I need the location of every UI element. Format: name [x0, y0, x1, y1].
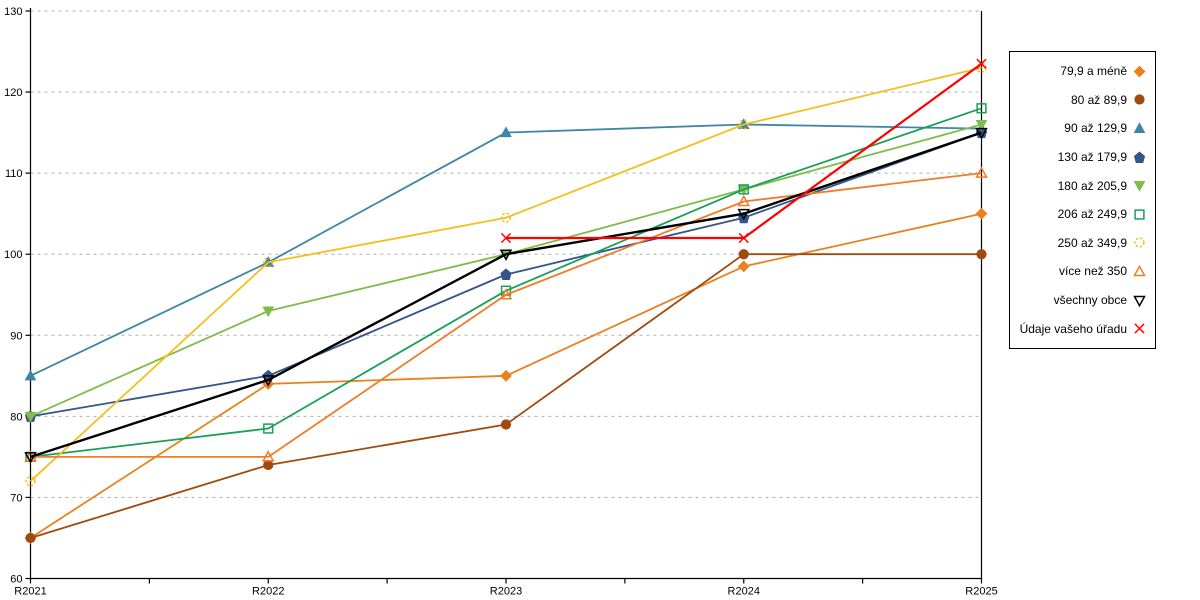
- series-line: [30, 107, 982, 458]
- legend-item: 79,9 a méně: [1014, 64, 1148, 79]
- legend-label: 250 až 349,9: [1057, 235, 1127, 250]
- legend-marker-circle-dashed-icon: [1134, 237, 1145, 249]
- legend-label: 130 až 179,9: [1057, 150, 1127, 165]
- legend-item: 80 až 89,9: [1014, 92, 1148, 107]
- legend-label: Údaje vašeho úřadu: [1019, 321, 1127, 336]
- legend-marker-circle-icon: [1134, 94, 1145, 105]
- legend-item: 180 až 205,9: [1014, 178, 1148, 193]
- series-v-echny-obce: [24, 127, 988, 464]
- legend-label: 206 až 249,9: [1057, 207, 1127, 222]
- legend-marker-x-icon: [1134, 323, 1145, 334]
- y-axis-label: 130: [4, 6, 22, 18]
- series-line: [30, 131, 982, 459]
- legend-marker-square-icon: [1134, 209, 1145, 220]
- legend-item: 250 až 349,9: [1014, 235, 1148, 250]
- legend-item: všechny obce: [1014, 293, 1148, 308]
- legend-marker-triangle-up-icon: [1133, 122, 1146, 133]
- series-206-a-249-9: [25, 103, 987, 463]
- y-axis-label: 120: [4, 87, 22, 99]
- legend-marker-triangle-down-icon: [1133, 181, 1146, 192]
- series-line: [29, 66, 982, 482]
- legend-marker-diamond-icon: [1133, 65, 1146, 78]
- x-axis-label: R2023: [490, 586, 522, 598]
- legend-item: 206 až 249,9: [1014, 207, 1148, 222]
- legend-label: 79,9 a méně: [1060, 64, 1127, 79]
- legend-item: více než 350: [1014, 264, 1148, 279]
- legend-marker-pentagon-icon: [1133, 151, 1146, 163]
- series-line: [30, 253, 982, 539]
- x-axis-label: R2024: [728, 586, 760, 598]
- x-axis-label: R2025: [965, 586, 997, 598]
- y-axis-label: 100: [4, 249, 22, 261]
- y-axis-label: 70: [10, 492, 22, 504]
- series-line: [30, 172, 982, 458]
- legend-label: 80 až 89,9: [1070, 92, 1127, 107]
- legend: 79,9 a méně 80 až 89,9 90 až 129,9 130 až 1…: [1009, 51, 1156, 349]
- legend-item: 90 až 129,9: [1014, 121, 1148, 136]
- legend-item: 130 až 179,9: [1014, 150, 1148, 165]
- series-v-ce-ne-350: [24, 166, 988, 462]
- legend-marker-triangle-down-icon: [1133, 295, 1146, 307]
- series--daje-va-eho-adu: [500, 58, 987, 244]
- legend-label: více než 350: [1058, 264, 1127, 279]
- legend-item: Údaje vašeho úřadu: [1014, 321, 1148, 336]
- legend-marker-triangle-up-icon: [1133, 264, 1146, 277]
- legend-label: 90 až 129,9: [1064, 121, 1127, 136]
- y-axis-label: 60: [10, 574, 22, 586]
- legend-label: 180 až 205,9: [1057, 178, 1127, 193]
- y-axis-label: 110: [5, 168, 23, 180]
- series-80-a-89-9: [25, 249, 987, 544]
- x-axis-label: R2022: [252, 586, 284, 598]
- x-axis-label: R2021: [14, 586, 46, 598]
- y-axis-label: 90: [10, 330, 22, 342]
- y-axis-label: 80: [10, 411, 22, 423]
- legend-label: všechny obce: [1053, 293, 1127, 308]
